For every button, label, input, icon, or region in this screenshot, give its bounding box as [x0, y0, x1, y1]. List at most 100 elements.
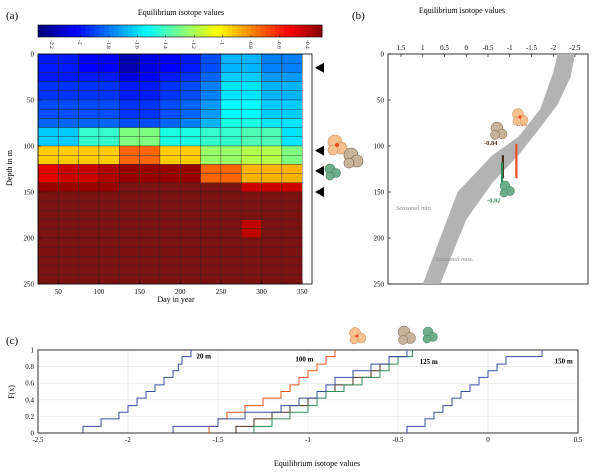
band-x-tick-label: -1: [507, 44, 513, 52]
heatmap-cell: [200, 136, 222, 147]
heatmap-cell: [220, 72, 242, 82]
colorbar-swatch: [198, 25, 205, 37]
heatmap-cell: [261, 265, 283, 275]
heatmap-cell: [58, 201, 79, 211]
colorbar-tick-label: -0.6: [275, 40, 281, 49]
colorbar-swatch: [203, 25, 209, 37]
heatmap-cell: [139, 72, 161, 82]
seasonal-min-label: Seasonal min.: [396, 205, 433, 212]
green-foram-icon: [324, 163, 341, 181]
heatmap-cell: [281, 118, 303, 128]
colorbar-swatch: [94, 25, 101, 37]
heatmap-cell: [159, 219, 181, 229]
heatmap-cell: [200, 155, 222, 165]
heatmap-cell: [98, 210, 120, 220]
heatmap-cell: [78, 274, 100, 285]
cdf-step-line: [406, 350, 543, 433]
heatmap-cell: [180, 136, 201, 147]
colorbar-swatch: [66, 25, 72, 37]
cdf-x-tick-label: -1: [305, 436, 311, 444]
heatmap-cell: [180, 81, 201, 91]
y-tick-label: 100: [24, 143, 35, 151]
heatmap-cell: [139, 210, 161, 220]
heatmap-cell: [261, 219, 283, 229]
y-tick-label: 250: [24, 281, 35, 289]
colorbar-swatch: [279, 25, 285, 37]
heatmap-cell: [180, 53, 201, 64]
heatmap-cell: [261, 127, 283, 137]
heatmap-cell: [37, 191, 59, 202]
heatmap-cell: [37, 173, 59, 183]
heatmap-cell: [159, 228, 181, 239]
heatmap-cell: [220, 90, 242, 101]
cdf-x-tick-label: -1.5: [212, 436, 224, 444]
colorbar-swatch: [298, 25, 304, 37]
heatmap-cell: [281, 53, 303, 64]
colorbar-swatch: [184, 25, 190, 37]
heatmap-cell: [37, 237, 59, 248]
heatmap-cell: [98, 247, 120, 257]
heatmap-cell: [139, 53, 161, 64]
heatmap-cell: [58, 99, 79, 110]
heatmap-panel: Equilibrium isotope values -2.2 -2 -1.8 -1.…: [5, 8, 324, 304]
heatmap-cell: [261, 99, 283, 110]
colorbar-swatch: [317, 25, 323, 37]
heatmap-cell: [281, 256, 303, 266]
heatmap-cell: [200, 63, 222, 73]
heatmap-cell: [200, 191, 222, 202]
band-y-tick-label: 250: [374, 281, 385, 289]
heatmap-cell: [58, 219, 79, 229]
heatmap-cell: [159, 136, 181, 147]
heatmap-cell: [200, 274, 222, 285]
heatmap-cell: [241, 145, 262, 156]
colorbar-swatch: [227, 25, 233, 37]
heatmap-cell: [220, 274, 242, 285]
colorbar-swatch: [56, 25, 63, 37]
heatmap-cell: [119, 109, 140, 119]
heatmap-cell: [37, 164, 59, 174]
heatmap-cell: [220, 164, 242, 174]
depth-arrow-marker: [315, 165, 324, 176]
colorbar-swatch: [293, 25, 299, 37]
band-x-tick-label: 0: [465, 44, 469, 52]
heatmap-cell: [139, 173, 161, 183]
depth-arrows: [315, 62, 324, 197]
heatmap-cell: [159, 182, 181, 193]
heatmap-cell: [261, 237, 283, 248]
heatmap-cell: [98, 99, 120, 110]
heatmap-cell: [220, 265, 242, 275]
heatmap-cell: [200, 127, 222, 137]
heatmap-cell: [37, 63, 59, 73]
cdf-step-line: [253, 350, 413, 433]
heatmap-cell: [37, 182, 59, 193]
cdf-frame: [37, 349, 579, 434]
heatmap-cell: [78, 210, 100, 220]
heatmap-cell: [139, 191, 161, 202]
colorbar-swatch: [265, 25, 271, 37]
heatmap-cell: [220, 256, 242, 266]
heatmap-cell: [78, 265, 100, 275]
heatmap-cell: [98, 127, 120, 137]
heatmap-cell: [241, 109, 262, 119]
colorbar-swatch: [151, 25, 157, 37]
heatmap-cell: [78, 182, 100, 193]
colorbar-tick-label: -1.8: [105, 40, 111, 49]
heatmap-cell: [159, 164, 181, 174]
heatmap-cell: [119, 256, 140, 266]
foraminifera-icons-a: [324, 134, 364, 181]
heatmap-cell: [261, 191, 283, 202]
heatmap-cell: [119, 201, 140, 211]
heatmap-cell: [98, 109, 120, 119]
heatmap-cell: [281, 127, 303, 137]
seasonal-max-label: Seasonal max.: [436, 256, 474, 263]
heatmap-cell: [159, 53, 181, 64]
heatmap-cell: [78, 81, 100, 91]
colorbar-tick-label: -0.4: [304, 40, 310, 49]
heatmap-cell: [200, 99, 222, 110]
heatmap-cell: [220, 191, 242, 202]
cdf-y-tick-label: 0.4: [25, 396, 34, 404]
heatmap-cell: [58, 191, 79, 202]
heatmap-cell: [58, 109, 79, 119]
heatmap-cell: [220, 109, 242, 119]
